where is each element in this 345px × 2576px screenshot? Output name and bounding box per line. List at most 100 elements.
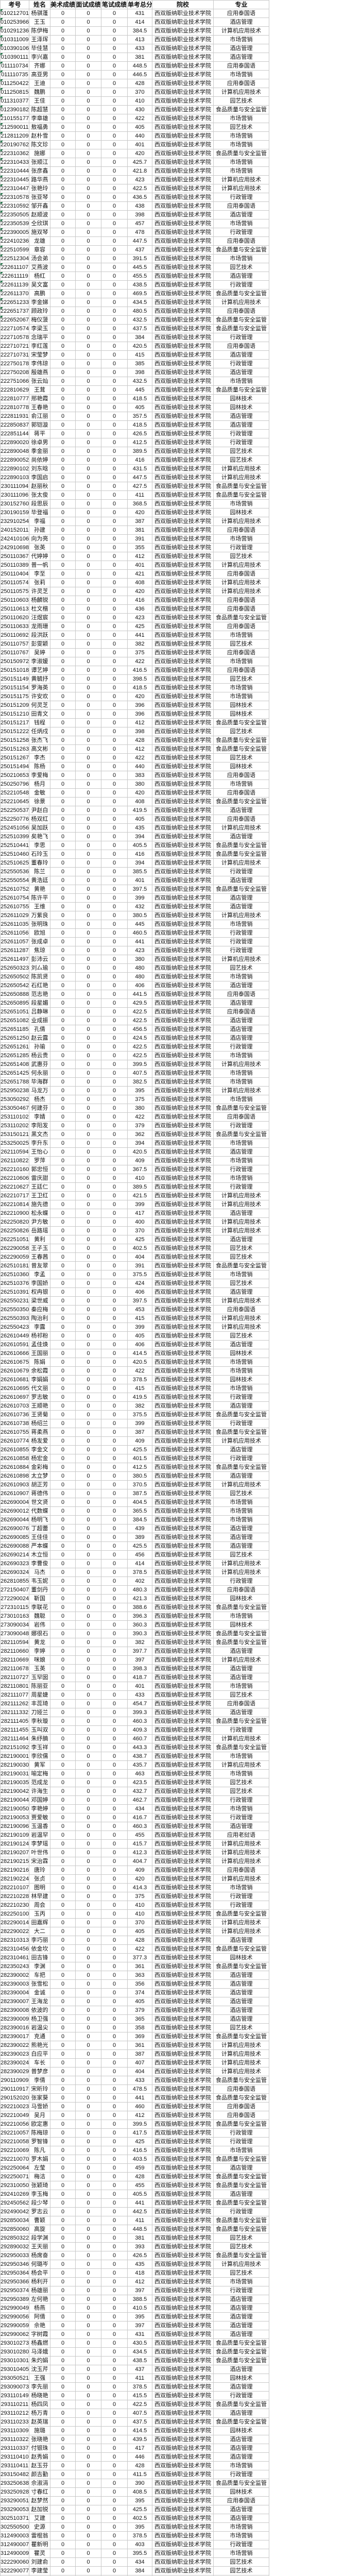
cell-written-score[interactable]: 0 <box>101 386 128 395</box>
cell-art-score[interactable]: 0 <box>50 316 76 325</box>
cell-exam-no[interactable]: 252210548 <box>0 789 29 798</box>
cell-written-score[interactable]: 0 <box>101 657 128 666</box>
cell-name[interactable]: 梅仪菠 <box>29 316 50 325</box>
cell-major[interactable]: 食品质量与安全监管 <box>214 2216 269 2225</box>
cell-interview-score[interactable]: 0 <box>76 2313 101 2321</box>
cell-college[interactable]: 西双版纳职业技术学院 <box>152 1262 214 1270</box>
cell-exam-no[interactable]: 252550554 <box>0 876 29 885</box>
cell-total-score[interactable]: 418.5 <box>128 684 152 692</box>
cell-art-score[interactable]: 0 <box>50 1840 76 1849</box>
cell-major[interactable]: 酒店管理 <box>214 2313 269 2321</box>
cell-exam-no[interactable]: 282210230 <box>0 1901 29 1910</box>
cell-written-score[interactable]: 0 <box>101 149 128 158</box>
cell-college[interactable]: 西双版纳职业技术学院 <box>152 929 214 938</box>
cell-total-score[interactable]: 415 <box>128 351 152 360</box>
cell-major[interactable]: 市场营销 <box>214 500 269 509</box>
cell-written-score[interactable]: 0 <box>101 1542 128 1551</box>
cell-name[interactable]: 杨骐蓬 <box>29 9 50 18</box>
cell-art-score[interactable]: 0 <box>50 605 76 614</box>
cell-name[interactable]: 瞿灵 <box>29 2549 50 2558</box>
cell-name[interactable]: 左莹 <box>29 2164 50 2173</box>
cell-written-score[interactable]: 0 <box>101 964 128 973</box>
cell-art-score[interactable]: 0 <box>50 806 76 815</box>
cell-interview-score[interactable]: 0 <box>76 2540 101 2549</box>
cell-written-score[interactable]: 0 <box>101 2059 128 2067</box>
cell-name[interactable]: 大二 <box>29 1927 50 1936</box>
cell-interview-score[interactable]: 0 <box>76 1183 101 1192</box>
cell-interview-score[interactable]: 0 <box>76 789 101 798</box>
cell-exam-no[interactable]: 262510376 <box>0 1279 29 1288</box>
cell-major[interactable]: 计算机应用技术 <box>214 1200 269 1209</box>
cell-college[interactable]: 西双版纳职业技术学院 <box>152 903 214 911</box>
cell-written-score[interactable]: 0 <box>101 1235 128 1244</box>
cell-major[interactable]: 园林技术 <box>214 762 269 771</box>
cell-total-score[interactable]: 410 <box>128 1174 152 1183</box>
cell-total-score[interactable]: 387 <box>128 2050 152 2059</box>
cell-art-score[interactable]: 0 <box>50 1332 76 1341</box>
cell-interview-score[interactable]: 0 <box>76 307 101 316</box>
cell-total-score[interactable]: 420 <box>128 789 152 798</box>
cell-college[interactable]: 西双版纳职业技术学院 <box>152 2523 214 2532</box>
cell-art-score[interactable]: 0 <box>50 1954 76 1962</box>
cell-college[interactable]: 西双版纳职业技术学院 <box>152 1875 214 1884</box>
cell-name[interactable]: 张英 <box>29 544 50 552</box>
cell-total-score[interactable]: 439 <box>128 1524 152 1533</box>
cell-written-score[interactable]: 0 <box>101 1069 128 1078</box>
cell-college[interactable]: 西双版纳职业技术学院 <box>152 544 214 552</box>
cell-total-score[interactable]: 409 <box>128 1866 152 1875</box>
cell-major[interactable]: 行政管理 <box>214 2208 269 2216</box>
cell-interview-score[interactable]: 0 <box>76 526 101 535</box>
cell-major[interactable]: 行政管理 <box>214 1165 269 1174</box>
cell-name[interactable]: 尹方敏 <box>29 1218 50 1227</box>
cell-interview-score[interactable]: 0 <box>76 1130 101 1139</box>
cell-art-score[interactable]: 0 <box>50 561 76 570</box>
cell-interview-score[interactable]: 0 <box>76 395 101 403</box>
cell-college[interactable]: 西双版纳职业技术学院 <box>152 1472 214 1481</box>
cell-total-score[interactable]: 432 <box>128 903 152 911</box>
cell-art-score[interactable]: 0 <box>50 1586 76 1595</box>
cell-interview-score[interactable]: 0 <box>76 106 101 114</box>
cell-total-score[interactable]: 419.5 <box>128 1393 152 1402</box>
cell-college[interactable]: 西双版纳职业技术学院 <box>152 1095 214 1104</box>
cell-art-score[interactable]: 0 <box>50 412 76 421</box>
cell-major[interactable]: 园林技术 <box>214 1621 269 1630</box>
cell-art-score[interactable]: 0 <box>50 2251 76 2260</box>
cell-exam-no[interactable]: 230152760 <box>0 500 29 509</box>
cell-interview-score[interactable]: 0 <box>76 868 101 876</box>
cell-interview-score[interactable]: 0 <box>76 1717 101 1726</box>
cell-interview-score[interactable]: 0 <box>76 9 101 18</box>
cell-interview-score[interactable]: 0 <box>76 1463 101 1472</box>
cell-exam-no[interactable]: 262610774 <box>0 1437 29 1446</box>
cell-major[interactable]: 市场营销 <box>214 973 269 981</box>
cell-written-score[interactable]: 0 <box>101 631 128 640</box>
cell-college[interactable]: 西双版纳职业技术学院 <box>152 2286 214 2295</box>
cell-major[interactable]: 酒店管理 <box>214 1708 269 1717</box>
cell-interview-score[interactable]: 0 <box>76 1200 101 1209</box>
cell-college[interactable]: 西双版纳职业技术学院 <box>152 114 214 123</box>
cell-art-score[interactable]: 0 <box>50 762 76 771</box>
cell-written-score[interactable]: 0 <box>101 990 128 999</box>
cell-written-score[interactable]: 0 <box>101 2024 128 2032</box>
cell-interview-score[interactable]: 0 <box>76 561 101 570</box>
cell-name[interactable]: 马泽娥 <box>29 2348 50 2357</box>
cell-exam-no[interactable]: 282390004 <box>0 1989 29 1997</box>
cell-interview-score[interactable]: 0 <box>76 2094 101 2103</box>
cell-interview-score[interactable]: 0 <box>76 2076 101 2085</box>
cell-major[interactable]: 食品质量与安全监管 <box>214 2094 269 2103</box>
cell-total-score[interactable]: 398.3 <box>128 1665 152 1673</box>
cell-total-score[interactable]: 398 <box>128 727 152 736</box>
cell-exam-no[interactable]: 282190109 <box>0 1831 29 1840</box>
cell-art-score[interactable]: 0 <box>50 1892 76 1901</box>
cell-art-score[interactable]: 0 <box>50 1349 76 1358</box>
cell-college[interactable]: 西双版纳职业技术学院 <box>152 2129 214 2138</box>
cell-name[interactable]: 李兴嘉 <box>29 53 50 62</box>
cell-name[interactable]: 俞江丽 <box>29 412 50 421</box>
cell-major[interactable]: 酒店管理 <box>214 421 269 430</box>
cell-major[interactable]: 园艺技术 <box>214 1787 269 1796</box>
cell-written-score[interactable]: 0 <box>101 649 128 657</box>
cell-interview-score[interactable]: 0 <box>76 1507 101 1516</box>
cell-written-score[interactable]: 0 <box>101 403 128 412</box>
cell-exam-no[interactable]: 222890102 <box>0 465 29 473</box>
cell-major[interactable]: 食品质量与安全监管 <box>214 2173 269 2181</box>
cell-art-score[interactable]: 0 <box>50 1244 76 1253</box>
